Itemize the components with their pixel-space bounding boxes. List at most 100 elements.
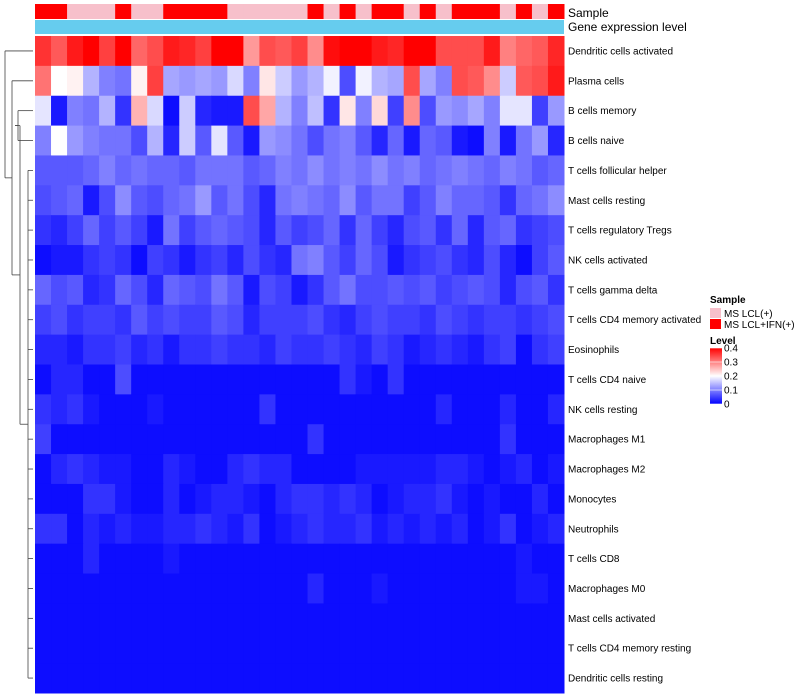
heatmap-cell <box>35 573 52 604</box>
heatmap-cell <box>67 334 84 365</box>
heatmap-cell <box>195 334 212 365</box>
heatmap-cell <box>403 304 421 336</box>
heatmap-cell <box>355 513 373 545</box>
heatmap-cell <box>275 663 292 694</box>
heatmap-cell <box>131 424 148 455</box>
heatmap-cell <box>83 633 100 664</box>
heatmap-cell <box>115 304 132 336</box>
heatmap-cell <box>99 245 116 276</box>
heatmap-cell <box>195 603 212 634</box>
heatmap-cell <box>227 424 244 455</box>
heatmap-cell <box>163 245 180 276</box>
sample-annotation-cell <box>355 4 373 19</box>
heatmap-cell <box>147 513 164 545</box>
heatmap-cell <box>403 454 421 485</box>
heatmap-cell <box>515 215 533 246</box>
heatmap-cell <box>403 65 421 97</box>
heatmap-cell <box>163 215 180 246</box>
heatmap-cell <box>307 125 325 156</box>
heatmap-cell <box>435 274 453 306</box>
heatmap-cell <box>483 65 501 97</box>
heatmap-cell <box>99 543 116 575</box>
heatmap-cell <box>163 125 180 156</box>
sample-annotation-cell <box>259 4 276 19</box>
heatmap-cell <box>115 424 132 455</box>
heatmap-cell <box>131 95 148 127</box>
heatmap-cell <box>515 245 533 276</box>
heatmap-cell <box>515 36 533 67</box>
heatmap-cell <box>163 513 180 545</box>
heatmap-cell <box>35 245 52 276</box>
heatmap-cell <box>435 513 453 545</box>
heatmap-cell <box>115 155 132 186</box>
heatmap-cell <box>147 304 164 336</box>
heatmap-cell <box>243 65 260 97</box>
heatmap-cell <box>531 95 549 127</box>
heatmap-cell <box>307 155 325 186</box>
heatmap-cell <box>195 483 212 515</box>
heatmap-cell <box>339 95 357 127</box>
heatmap-cell <box>499 65 517 97</box>
heatmap-cell <box>371 364 389 395</box>
heatmap-cell <box>323 334 341 365</box>
heatmap-cell <box>403 633 421 664</box>
heatmap-cell <box>531 454 549 485</box>
heatmap-cell <box>323 573 341 604</box>
heatmap-cell <box>451 603 469 634</box>
heatmap-cell <box>467 454 485 485</box>
heatmap-cell <box>51 36 68 67</box>
heatmap-cell <box>99 155 116 186</box>
heatmap-cell <box>51 185 68 216</box>
row-label: T cells regulatory Tregs <box>568 226 672 237</box>
heatmap-cell <box>387 454 405 485</box>
heatmap-cell <box>67 663 84 694</box>
heatmap-cell <box>51 513 68 545</box>
heatmap-cell <box>323 245 341 276</box>
sample-annotation-cell <box>371 4 389 19</box>
heatmap-cell <box>451 424 469 455</box>
heatmap-cell <box>147 454 164 485</box>
heatmap-cell <box>67 543 84 575</box>
heatmap-cell <box>387 633 405 664</box>
heatmap-cell <box>467 394 485 425</box>
heatmap-cell <box>419 454 437 485</box>
heatmap-cell <box>291 543 309 575</box>
heatmap-cell <box>307 245 325 276</box>
heatmap-cell <box>115 483 132 515</box>
heatmap-cell <box>307 304 325 336</box>
heatmap-cell <box>499 245 517 276</box>
heatmap-cell <box>131 603 148 634</box>
heatmap-cell <box>99 663 116 694</box>
heatmap-cell <box>99 185 116 216</box>
heatmap-cell <box>179 633 196 664</box>
heatmap-cell <box>355 36 373 67</box>
heatmap-cell <box>451 125 469 156</box>
row-label: Macrophages M1 <box>568 435 646 446</box>
heatmap-cell <box>195 65 212 97</box>
heatmap-cell <box>275 454 292 485</box>
heatmap-cell <box>547 245 565 276</box>
heatmap-cell <box>35 125 52 156</box>
heatmap-cell <box>547 274 565 306</box>
heatmap-cell <box>547 334 565 365</box>
heatmap-cell <box>51 603 68 634</box>
heatmap-cell <box>83 215 100 246</box>
heatmap-cell <box>211 95 228 127</box>
heatmap-cell <box>227 155 244 186</box>
heatmap-cell <box>467 633 485 664</box>
heatmap-cell <box>163 364 180 395</box>
heatmap-cell <box>179 543 196 575</box>
heatmap-cell <box>211 513 228 545</box>
heatmap-cell <box>131 394 148 425</box>
heatmap-cell <box>35 513 52 545</box>
heatmap-cell <box>419 215 437 246</box>
heatmap-cell <box>547 364 565 395</box>
heatmap-cell <box>371 663 389 694</box>
heatmap-cell <box>83 394 100 425</box>
heatmap-cell <box>259 364 276 395</box>
row-label: T cells CD4 memory activated <box>568 315 701 326</box>
heatmap-cell <box>355 573 373 604</box>
heatmap-cell <box>531 633 549 664</box>
row-label: NK cells resting <box>568 405 637 416</box>
heatmap-cell <box>291 603 309 634</box>
